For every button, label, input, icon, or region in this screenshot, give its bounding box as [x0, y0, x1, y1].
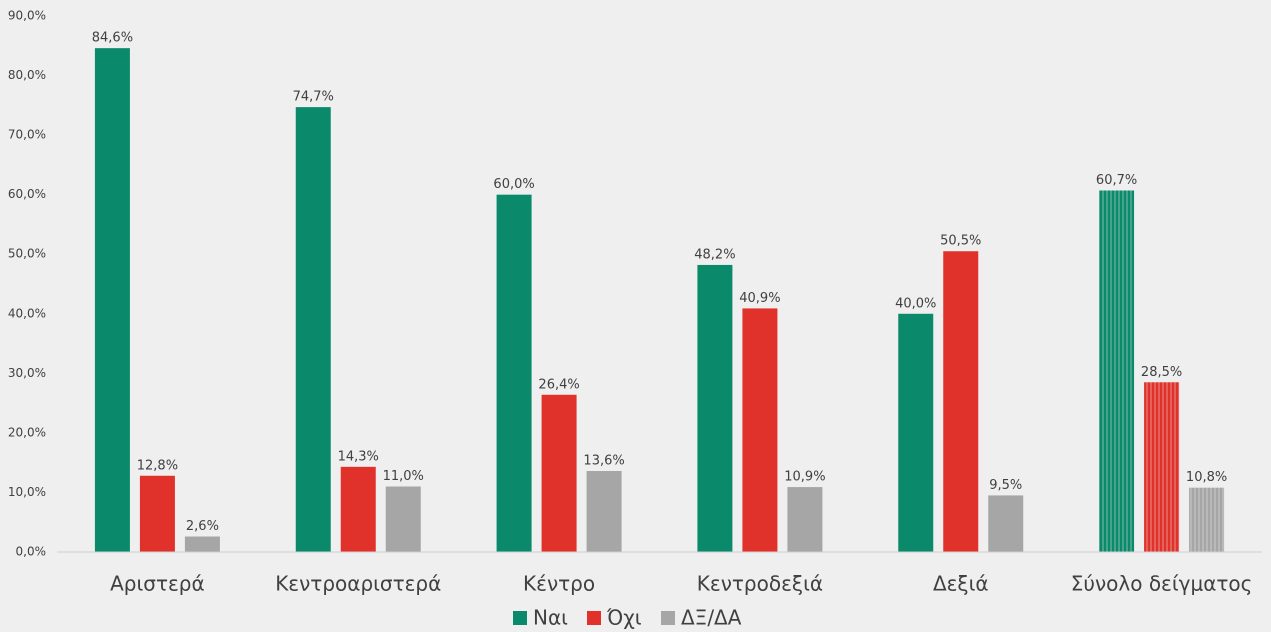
y-tick-label: 20,0% [8, 425, 46, 439]
data-label: 9,5% [989, 478, 1022, 493]
data-label: 10,9% [784, 470, 825, 485]
legend-swatch [661, 611, 675, 625]
y-tick-label: 30,0% [8, 366, 46, 380]
x-tick-label: Κεντροδεξιά [697, 572, 823, 596]
legend-swatch [513, 611, 527, 625]
x-tick-label: Σύνολο δείγματος [1071, 572, 1253, 596]
legend-label: ΔΞ/ΔΑ [681, 606, 742, 630]
y-tick-label: 60,0% [8, 187, 46, 201]
data-label: 12,8% [137, 458, 178, 473]
bar [943, 251, 979, 552]
data-label: 48,2% [694, 247, 735, 262]
y-tick-label: 0,0% [16, 545, 47, 559]
data-label: 84,6% [92, 31, 133, 46]
legend-swatch [587, 611, 601, 625]
x-tick-label: Δεξιά [933, 572, 989, 596]
data-label: 60,7% [1096, 173, 1137, 188]
x-tick-label: Αριστερά [110, 572, 205, 596]
bar [1144, 382, 1180, 552]
bar [295, 107, 331, 553]
bar [898, 313, 934, 552]
bar [697, 264, 733, 552]
y-tick-label: 40,0% [8, 306, 46, 320]
data-label: 14,3% [338, 449, 379, 464]
y-tick-label: 70,0% [8, 128, 46, 142]
bar [340, 466, 376, 552]
y-tick-label: 50,0% [8, 247, 46, 261]
bar [787, 487, 823, 552]
legend-label: Όχι [606, 606, 642, 630]
bar [184, 536, 220, 552]
legend-label: Ναι [533, 606, 568, 630]
bar [385, 486, 421, 552]
bar [496, 194, 532, 552]
data-label: 50,5% [940, 234, 981, 249]
data-label: 26,4% [538, 377, 579, 392]
data-label: 13,6% [583, 454, 624, 469]
bar [1189, 487, 1225, 552]
bar [541, 394, 577, 552]
y-tick-label: 10,0% [8, 485, 46, 499]
bar [586, 471, 622, 552]
data-label: 10,8% [1186, 470, 1227, 485]
data-label: 40,0% [895, 296, 936, 311]
bar [742, 308, 778, 552]
bar [94, 48, 130, 552]
data-label: 74,7% [293, 90, 334, 105]
data-label: 2,6% [186, 519, 219, 534]
data-label: 11,0% [383, 469, 424, 484]
bar [139, 475, 175, 552]
bar [1099, 190, 1135, 552]
data-label: 28,5% [1141, 365, 1182, 380]
x-tick-label: Κεντροαριστερά [275, 572, 441, 596]
data-label: 40,9% [739, 291, 780, 306]
y-tick-label: 80,0% [8, 68, 46, 82]
y-tick-label: 90,0% [8, 9, 46, 23]
data-label: 60,0% [493, 177, 534, 192]
x-tick-label: Κέντρο [523, 572, 595, 596]
bar [988, 495, 1024, 552]
